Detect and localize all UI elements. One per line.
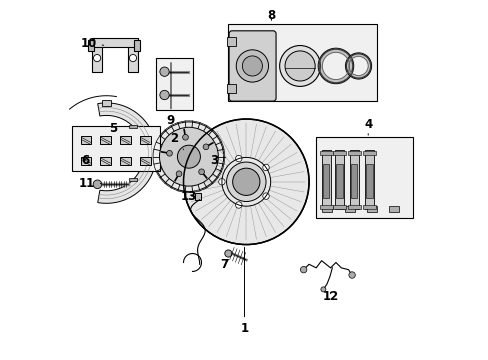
FancyBboxPatch shape — [366, 206, 376, 212]
Circle shape — [232, 168, 260, 195]
Circle shape — [224, 250, 231, 257]
FancyBboxPatch shape — [366, 164, 372, 198]
FancyBboxPatch shape — [319, 151, 332, 155]
FancyBboxPatch shape — [333, 151, 346, 155]
FancyBboxPatch shape — [316, 137, 412, 218]
Text: 6: 6 — [81, 154, 89, 167]
Circle shape — [129, 54, 136, 62]
Text: 3: 3 — [209, 154, 218, 167]
Circle shape — [93, 180, 102, 189]
FancyBboxPatch shape — [100, 136, 111, 144]
FancyBboxPatch shape — [92, 39, 138, 47]
FancyBboxPatch shape — [350, 164, 357, 198]
Text: 11: 11 — [79, 177, 101, 190]
Circle shape — [182, 134, 188, 140]
FancyBboxPatch shape — [322, 164, 329, 198]
Circle shape — [279, 45, 320, 86]
FancyBboxPatch shape — [120, 157, 131, 165]
Circle shape — [300, 266, 306, 273]
Text: 5: 5 — [109, 122, 118, 135]
FancyBboxPatch shape — [81, 157, 91, 165]
FancyBboxPatch shape — [336, 164, 343, 198]
FancyBboxPatch shape — [347, 205, 360, 209]
FancyBboxPatch shape — [140, 157, 150, 165]
Circle shape — [236, 50, 268, 82]
FancyBboxPatch shape — [88, 40, 94, 51]
FancyBboxPatch shape — [344, 206, 354, 212]
Circle shape — [160, 67, 169, 76]
Circle shape — [166, 150, 172, 156]
FancyBboxPatch shape — [322, 206, 332, 212]
FancyBboxPatch shape — [129, 125, 136, 128]
Circle shape — [242, 56, 262, 76]
Text: 2: 2 — [170, 132, 183, 149]
FancyBboxPatch shape — [92, 40, 102, 72]
FancyBboxPatch shape — [347, 151, 360, 155]
Text: 4: 4 — [364, 118, 371, 135]
Circle shape — [285, 51, 314, 81]
Circle shape — [262, 193, 269, 199]
Text: 13: 13 — [181, 190, 197, 203]
Circle shape — [198, 169, 204, 175]
FancyBboxPatch shape — [319, 205, 332, 209]
FancyBboxPatch shape — [100, 157, 111, 165]
FancyBboxPatch shape — [226, 84, 235, 93]
FancyBboxPatch shape — [226, 37, 235, 46]
Text: 9: 9 — [166, 63, 175, 127]
Circle shape — [348, 272, 355, 278]
FancyBboxPatch shape — [81, 136, 91, 144]
FancyBboxPatch shape — [321, 149, 330, 209]
FancyBboxPatch shape — [155, 58, 193, 110]
Circle shape — [159, 127, 218, 186]
Circle shape — [218, 179, 224, 185]
FancyBboxPatch shape — [129, 178, 136, 181]
Circle shape — [154, 122, 223, 192]
Circle shape — [177, 145, 200, 168]
Circle shape — [203, 144, 208, 150]
FancyBboxPatch shape — [72, 126, 159, 171]
FancyBboxPatch shape — [364, 149, 373, 209]
Circle shape — [320, 287, 325, 292]
Circle shape — [93, 54, 101, 62]
Circle shape — [262, 164, 269, 171]
Text: 12: 12 — [322, 290, 338, 303]
Polygon shape — [98, 103, 156, 203]
FancyBboxPatch shape — [140, 136, 150, 144]
Text: 1: 1 — [240, 247, 248, 335]
FancyBboxPatch shape — [335, 149, 344, 209]
Circle shape — [235, 202, 242, 208]
FancyBboxPatch shape — [363, 151, 375, 155]
FancyBboxPatch shape — [134, 40, 140, 51]
Circle shape — [226, 162, 265, 202]
Circle shape — [235, 156, 242, 162]
FancyBboxPatch shape — [388, 206, 398, 212]
FancyBboxPatch shape — [120, 136, 131, 144]
Circle shape — [160, 90, 169, 100]
Text: 10: 10 — [80, 37, 103, 50]
FancyBboxPatch shape — [228, 24, 376, 101]
FancyBboxPatch shape — [195, 193, 201, 200]
FancyBboxPatch shape — [363, 205, 375, 209]
FancyBboxPatch shape — [102, 100, 110, 106]
Circle shape — [176, 171, 182, 177]
FancyBboxPatch shape — [128, 40, 138, 72]
Text: 8: 8 — [267, 9, 275, 22]
Circle shape — [183, 119, 308, 244]
Text: 7: 7 — [220, 258, 228, 271]
FancyBboxPatch shape — [333, 205, 346, 209]
FancyBboxPatch shape — [228, 31, 276, 101]
FancyBboxPatch shape — [349, 149, 358, 209]
